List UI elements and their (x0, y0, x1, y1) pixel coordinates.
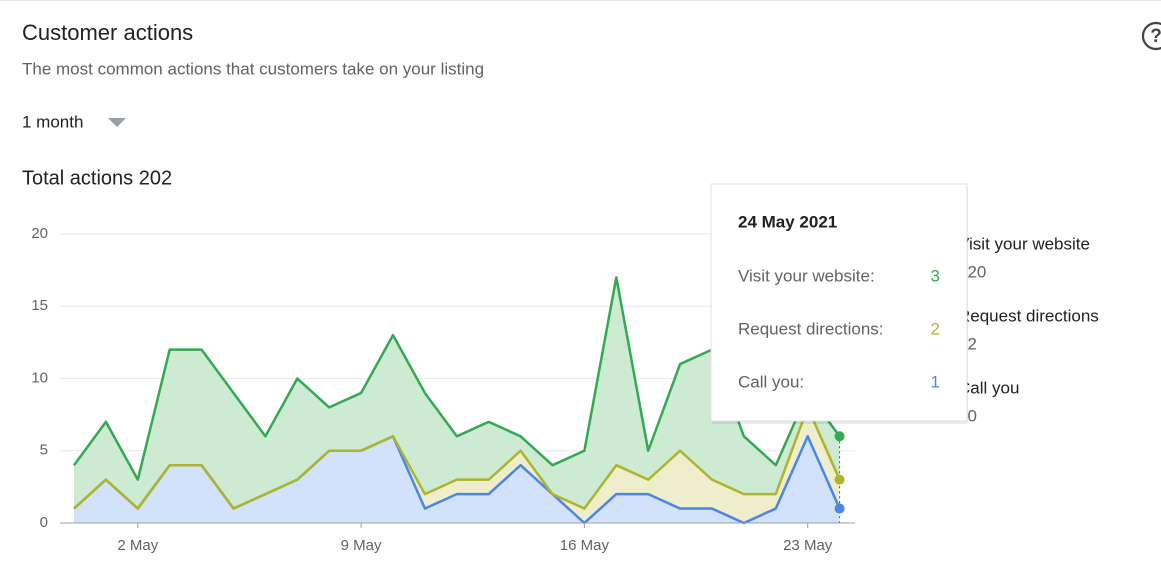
dropdown-arrow[interactable] (108, 118, 126, 127)
subtitle: The most common actions that customers t… (22, 59, 484, 78)
hover-dot (834, 474, 845, 485)
y-tick-label: 10 (31, 369, 48, 386)
tooltip-value: 3 (931, 266, 940, 285)
x-tick-label: 16 May (560, 537, 610, 554)
x-tick-label: 23 May (783, 537, 833, 554)
hover-dot (834, 431, 845, 442)
tooltip-label: Call you: (738, 372, 804, 391)
x-tick-label: 9 May (341, 537, 382, 554)
tooltip-label: Visit your website: (738, 266, 875, 285)
help-icon-glyph[interactable]: ? (1150, 26, 1161, 47)
hover-dot (834, 503, 845, 514)
x-tick-label: 2 May (117, 537, 158, 554)
tooltip (710, 183, 968, 422)
period-select[interactable]: 1 month (22, 112, 83, 131)
y-tick-label: 0 (40, 514, 48, 531)
title: Customer actions (22, 20, 193, 45)
tooltip-label: Request directions: (738, 319, 884, 338)
tooltip-value: 1 (931, 372, 940, 391)
legend-label: Call you (958, 378, 1019, 397)
help-icon[interactable] (1141, 21, 1161, 51)
y-tick-label: 20 (31, 225, 48, 242)
area (74, 436, 840, 523)
tooltip-value: 2 (931, 319, 940, 338)
legend-label: Visit your website (958, 234, 1090, 253)
y-tick-label: 15 (31, 297, 48, 314)
tooltip-date: 24 May 2021 (738, 212, 837, 231)
y-tick-label: 5 (40, 442, 48, 459)
total-actions: Total actions 202 (22, 167, 172, 189)
legend-label: Request directions (958, 306, 1099, 325)
line (73, 406, 841, 510)
